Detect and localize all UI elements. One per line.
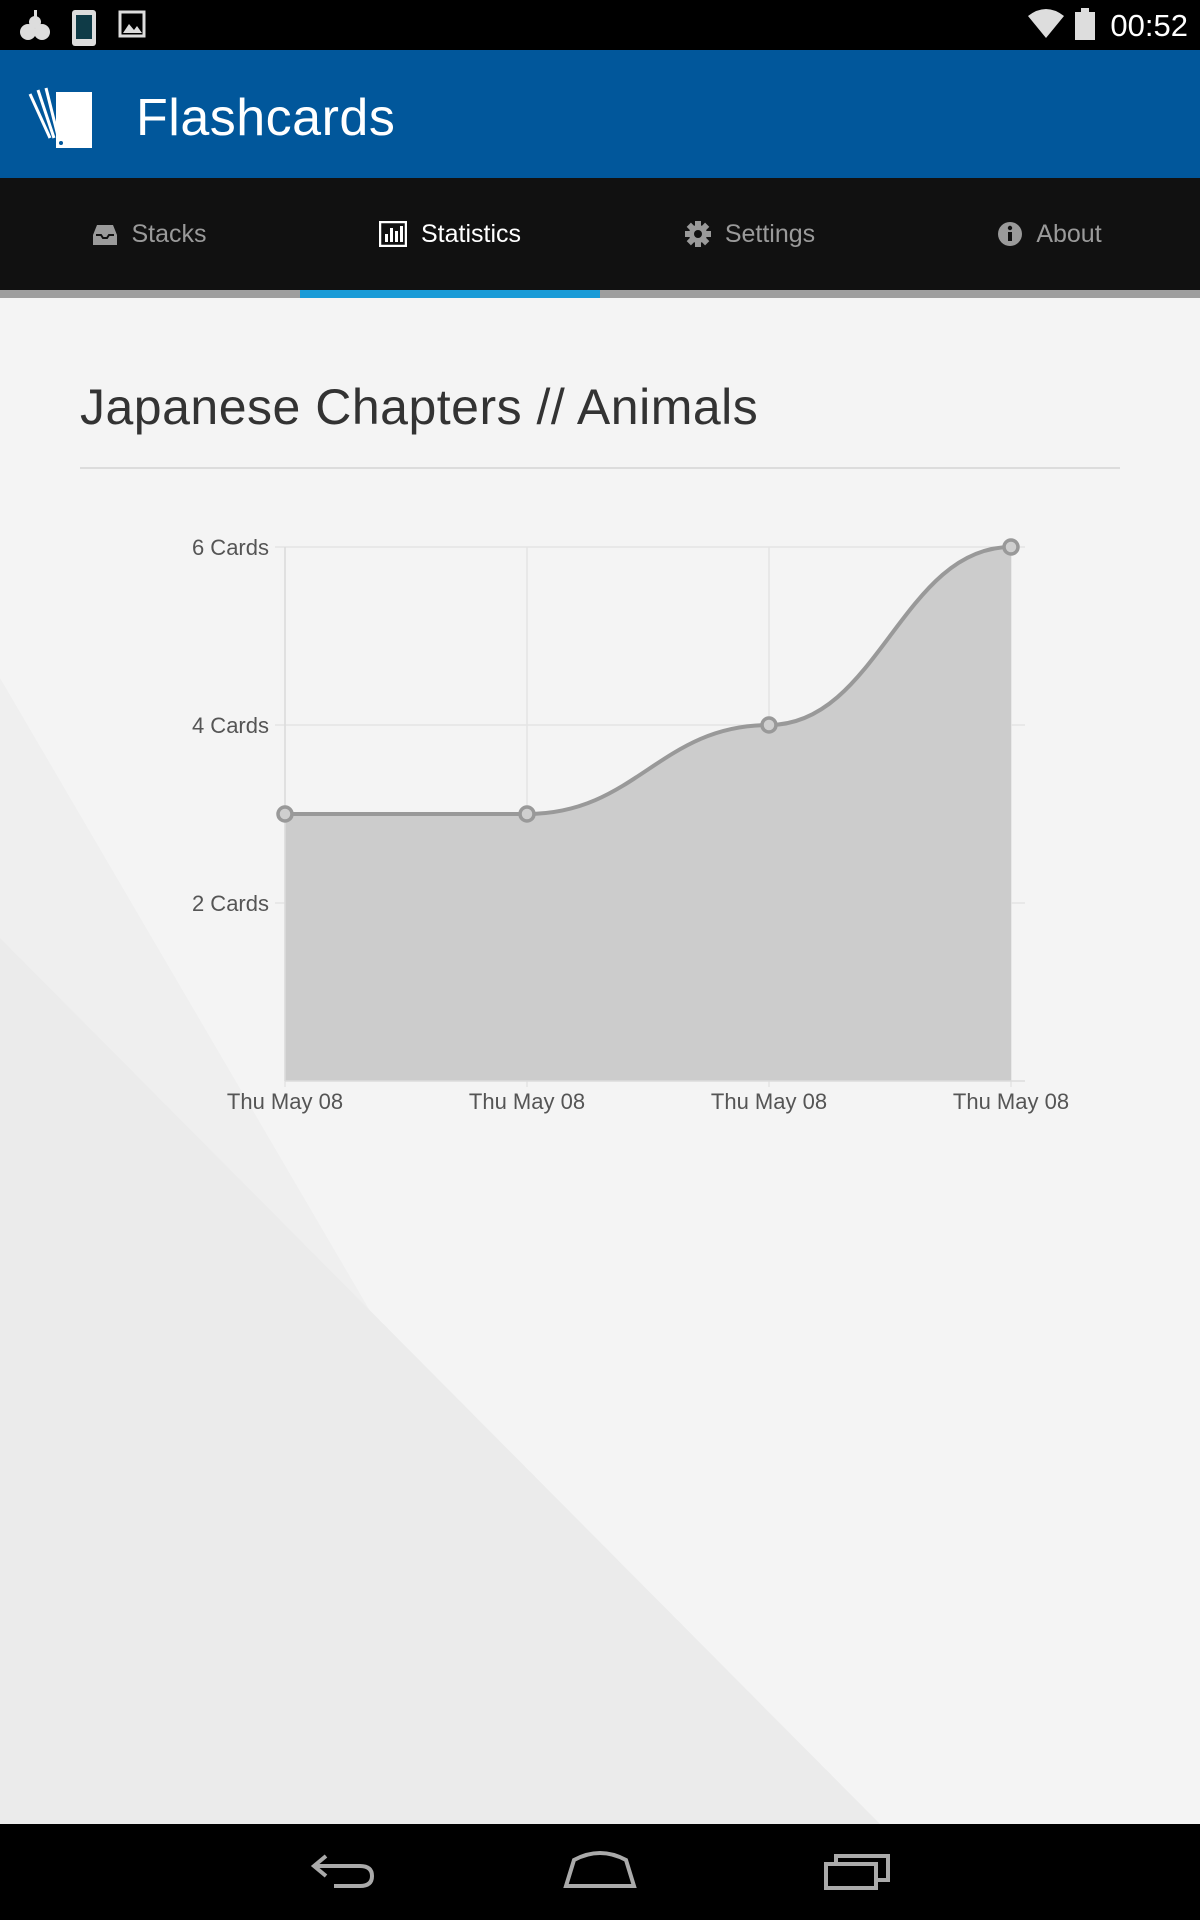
navigation-bar [0, 1824, 1200, 1920]
tab-about[interactable]: About [900, 178, 1200, 290]
inbox-icon [93, 225, 118, 245]
status-bar: 00:52 [0, 0, 1200, 50]
data-point [518, 805, 536, 823]
tab-stacks[interactable]: Stacks [0, 178, 300, 290]
x-tick-label: Thu May 08 [711, 1089, 827, 1114]
app-bar: Flashcards [0, 50, 1200, 178]
tab-bar: Stacks Statistics Settings [0, 178, 1200, 290]
x-tick-label: Thu May 08 [469, 1089, 585, 1114]
data-point [276, 805, 294, 823]
tab-statistics[interactable]: Statistics [300, 178, 600, 290]
y-tick-label: 4 Cards [192, 713, 269, 738]
tab-settings[interactable]: Settings [600, 178, 900, 290]
notification-app-icon [18, 10, 54, 47]
page-title: Japanese Chapters // Animals [80, 379, 759, 435]
data-point [760, 716, 778, 734]
bar-chart-icon [378, 221, 407, 247]
notification-phone-icon [70, 10, 98, 51]
flashcards-logo-icon [28, 80, 98, 157]
background-decoration [0, 678, 880, 1824]
home-icon[interactable] [562, 1846, 638, 1901]
recents-icon[interactable] [822, 1846, 892, 1901]
app-title: Flashcards [136, 89, 396, 147]
notification-image-icon [118, 10, 146, 43]
y-tick-label: 6 Cards [192, 535, 269, 560]
tab-stacks-label: Stacks [131, 219, 207, 248]
status-time: 00:52 [1110, 8, 1188, 43]
statistics-content: Japanese Chapters // Animals 2 Cards 4 Ca… [0, 298, 1200, 1824]
stats-chart: 2 Cards 4 Cards 6 Cards Thu May 08 Thu May 0… [192, 535, 1069, 1114]
tab-indicator-track [0, 290, 1200, 298]
tab-settings-label: Settings [724, 219, 816, 248]
wifi-icon [1026, 8, 1066, 45]
back-icon[interactable] [308, 1846, 378, 1901]
tab-about-label: About [1036, 219, 1102, 248]
series-line [284, 545, 1012, 816]
gear-icon [684, 221, 711, 247]
data-point [1002, 538, 1020, 556]
tab-statistics-label: Statistics [420, 219, 522, 248]
battery-icon [1074, 8, 1096, 45]
series-area [285, 547, 1011, 1081]
title-divider [80, 467, 1120, 469]
tab-indicator-active [300, 290, 600, 298]
x-tick-label: Thu May 08 [227, 1089, 343, 1114]
info-icon [998, 222, 1023, 246]
x-tick-label: Thu May 08 [953, 1089, 1069, 1114]
y-tick-label: 2 Cards [192, 891, 269, 916]
